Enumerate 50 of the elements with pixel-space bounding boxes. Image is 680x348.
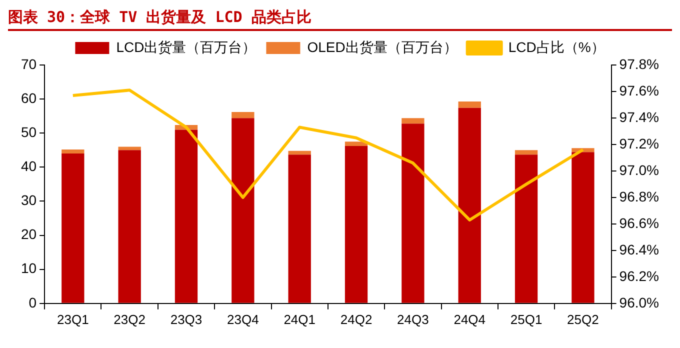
x-tick-label: 23Q4 [227, 312, 259, 327]
y2-tick-label: 96.6% [619, 214, 660, 231]
bar [344, 142, 368, 146]
y2-tick-label: 97.4% [619, 108, 660, 125]
chart-title: 图表 30：全球 TV 出货量及 LCD 品类占比 [8, 8, 672, 31]
bar [62, 154, 84, 303]
y2-tick-label: 96.0% [619, 294, 660, 310]
x-tick-label: 24Q3 [397, 312, 429, 327]
legend-label: LCD占比（%） [508, 38, 605, 55]
bar [344, 146, 368, 303]
bar [514, 150, 538, 155]
bar [402, 118, 424, 124]
x-tick-label: 24Q2 [340, 312, 372, 327]
y2-tick-label: 97.8% [619, 56, 660, 72]
bar [232, 112, 254, 118]
bar [458, 101, 481, 108]
bar [118, 150, 141, 303]
legend-label: LCD出货量（百万台） [116, 38, 256, 55]
y-tick-label: 0 [28, 294, 37, 310]
y-tick-label: 30 [20, 192, 37, 208]
x-tick-label: 23Q2 [114, 312, 146, 327]
x-tick-label: 25Q1 [510, 312, 542, 327]
y2-tick-label: 96.8% [619, 188, 660, 204]
bar [402, 124, 424, 303]
legend-label: OLED出货量（百万台） [307, 38, 458, 55]
bar [572, 152, 594, 303]
bar [458, 108, 481, 303]
y2-tick-label: 97.0% [619, 162, 660, 178]
bar [118, 146, 141, 150]
y2-tick-label: 96.2% [619, 268, 660, 284]
y-tick-label: 70 [20, 56, 37, 72]
y-tick-label: 50 [20, 124, 37, 140]
y2-tick-label: 97.6% [619, 82, 660, 98]
y-tick-label: 10 [20, 260, 37, 276]
bar [288, 154, 311, 303]
bar [174, 130, 198, 303]
x-tick-label: 24Q4 [454, 312, 486, 327]
y2-tick-label: 97.2% [619, 135, 660, 152]
bar [288, 150, 311, 155]
x-tick-label: 23Q3 [170, 312, 202, 327]
y-tick-label: 40 [20, 158, 37, 174]
y2-tick-label: 96.4% [619, 241, 660, 258]
x-tick-label: 24Q1 [284, 312, 316, 327]
bar [232, 118, 254, 303]
x-tick-label: 23Q1 [57, 312, 89, 327]
y-tick-label: 60 [20, 90, 37, 106]
bar [62, 149, 84, 154]
bar [514, 154, 538, 303]
y-tick-label: 20 [20, 226, 37, 242]
x-tick-label: 25Q2 [567, 312, 599, 327]
